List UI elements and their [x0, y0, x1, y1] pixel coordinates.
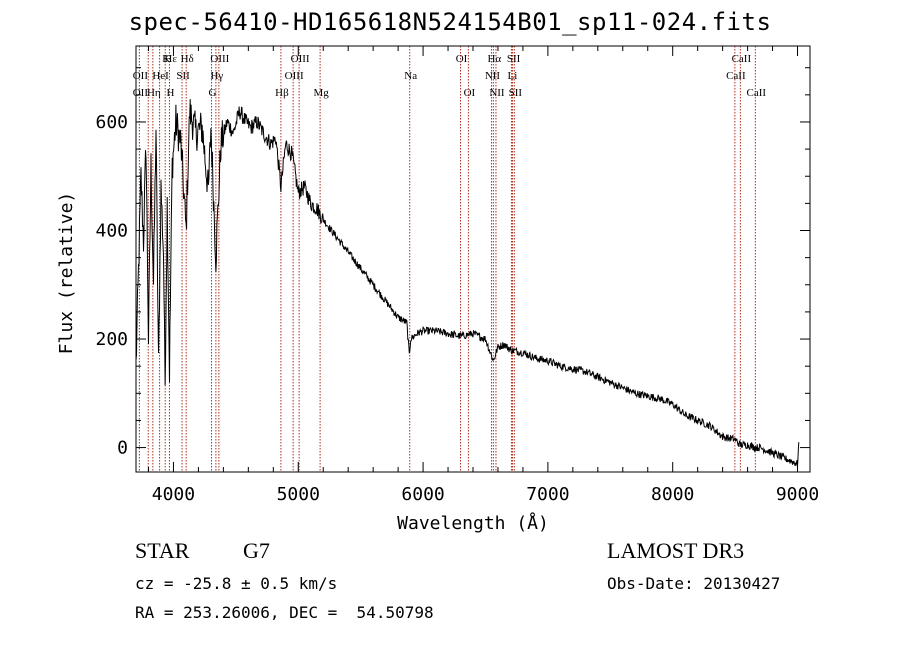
y-tick-label: 0: [117, 438, 128, 459]
x-tick-label: 6000: [401, 484, 444, 505]
redshift-cz: cz = -25.8 ± 0.5 km/s: [135, 574, 338, 593]
line-label: SII: [176, 70, 190, 82]
line-label: Li: [508, 70, 518, 82]
plot-frame: [135, 45, 811, 473]
line-label: HeI: [152, 70, 169, 82]
x-tick-label: 8000: [651, 484, 694, 505]
x-tick-label: 7000: [526, 484, 569, 505]
x-tick-label: 9000: [776, 484, 819, 505]
line-label: H: [166, 87, 174, 99]
y-tick-label: 400: [95, 221, 128, 242]
line-label: OIII: [285, 70, 304, 82]
line-label: OI: [464, 87, 476, 99]
line-label: OII: [133, 87, 149, 99]
line-label: Hδ: [181, 53, 194, 65]
line-label: CaII: [747, 87, 767, 99]
line-label: Hα: [487, 53, 501, 65]
line-label: SII: [507, 53, 521, 65]
line-label: NII: [489, 87, 505, 99]
y-axis-label: Flux (relative): [56, 192, 77, 355]
line-label: Hγ: [210, 70, 223, 82]
line-label: OI: [456, 53, 468, 65]
line-label: OIII: [291, 53, 310, 65]
chart-title: spec-56410-HD165618N524154B01_sp11-024.f…: [128, 8, 772, 36]
line-label: CaII: [732, 53, 752, 65]
object-class: STAR: [135, 538, 190, 563]
line-label: G: [209, 87, 217, 99]
x-tick-label: 5000: [277, 484, 320, 505]
line-label: Mg: [313, 87, 329, 99]
line-label: Hβ: [275, 87, 289, 99]
coordinates: RA = 253.26006, DEC = 54.50798: [135, 603, 434, 622]
line-label: CaII: [726, 70, 746, 82]
line-label: NII: [485, 70, 501, 82]
line-label: OII: [133, 70, 149, 82]
line-label: Na: [404, 70, 417, 82]
observation-date: Obs-Date: 20130427: [607, 574, 781, 593]
line-label: K: [162, 53, 170, 65]
spectral-subclass: G7: [243, 538, 270, 563]
y-tick-label: 200: [95, 329, 128, 350]
line-label: OIII: [210, 53, 229, 65]
x-tick-label: 4000: [152, 484, 195, 505]
x-axis-label: Wavelength (Å): [397, 512, 549, 534]
line-label: Hη: [147, 87, 161, 99]
spectrum-flux-line: [135, 99, 800, 467]
y-tick-label: 600: [95, 112, 128, 133]
line-label: Hε: [164, 53, 177, 65]
line-label: SII: [509, 87, 523, 99]
survey-name: LAMOST DR3: [607, 538, 745, 563]
